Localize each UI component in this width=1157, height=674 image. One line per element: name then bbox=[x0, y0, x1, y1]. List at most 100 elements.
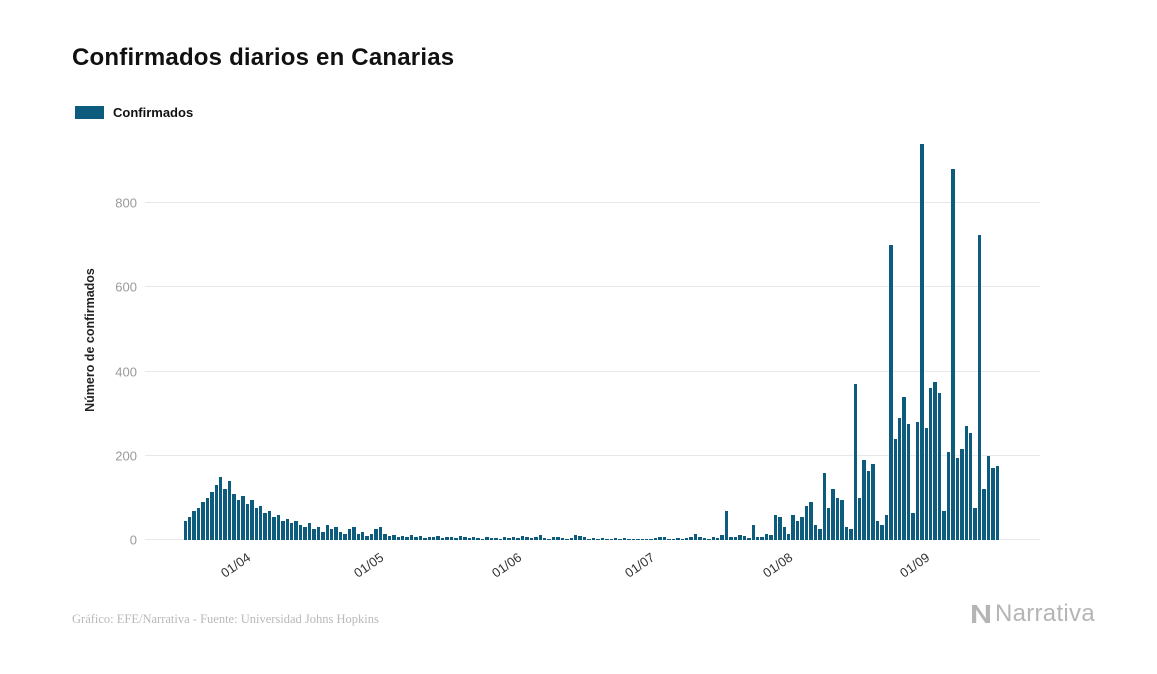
bar-chart: 0 200 400 600 800 01/04 01/05 01/06 01/07 01/08 0… bbox=[115, 140, 1040, 581]
bar bbox=[285, 518, 289, 540]
y-tick-label: 600 bbox=[115, 279, 137, 295]
bar bbox=[489, 538, 494, 540]
bar bbox=[658, 537, 662, 540]
bar bbox=[254, 508, 258, 540]
bar bbox=[219, 476, 223, 540]
bar bbox=[187, 516, 192, 540]
bar bbox=[316, 527, 321, 540]
bar bbox=[520, 535, 525, 540]
bar bbox=[587, 538, 591, 540]
bar bbox=[303, 527, 307, 540]
bar bbox=[760, 537, 764, 540]
bar bbox=[640, 538, 644, 540]
bar bbox=[192, 510, 196, 540]
bar bbox=[223, 489, 227, 540]
bar bbox=[383, 533, 387, 540]
bar bbox=[667, 538, 671, 540]
bar bbox=[347, 529, 352, 540]
bar bbox=[307, 523, 312, 540]
bar bbox=[991, 468, 995, 540]
bar bbox=[631, 538, 636, 540]
bar bbox=[835, 497, 840, 540]
bar bbox=[822, 472, 826, 540]
bar bbox=[804, 506, 809, 540]
bar bbox=[902, 396, 906, 540]
bar bbox=[711, 536, 715, 540]
bar bbox=[432, 537, 436, 540]
bars bbox=[183, 140, 1000, 540]
bar bbox=[946, 451, 951, 540]
narrativa-logo: Narrativa bbox=[969, 600, 1095, 628]
bar bbox=[676, 538, 680, 540]
bar bbox=[582, 537, 587, 540]
bar bbox=[671, 539, 676, 540]
bar bbox=[290, 523, 294, 540]
bar bbox=[782, 527, 786, 540]
bar bbox=[467, 538, 471, 540]
bar bbox=[258, 506, 263, 540]
bar bbox=[365, 535, 369, 540]
bar bbox=[250, 500, 254, 540]
bar bbox=[680, 538, 684, 540]
bar bbox=[809, 502, 813, 540]
bar bbox=[831, 489, 835, 540]
bar bbox=[232, 493, 236, 540]
legend: Confirmados bbox=[75, 105, 193, 120]
bar bbox=[538, 534, 542, 540]
bar bbox=[445, 537, 449, 540]
bar bbox=[542, 537, 547, 540]
bar bbox=[458, 535, 463, 540]
bar bbox=[813, 525, 818, 540]
bar bbox=[951, 169, 955, 540]
bar bbox=[471, 536, 476, 540]
bar bbox=[751, 525, 755, 540]
bar bbox=[862, 460, 866, 540]
legend-swatch bbox=[75, 106, 104, 119]
x-tick-label: 01/04 bbox=[217, 549, 254, 581]
x-tick-label: 01/08 bbox=[759, 549, 795, 581]
bar bbox=[578, 535, 582, 540]
bar bbox=[747, 537, 751, 540]
bar bbox=[551, 537, 556, 540]
bar bbox=[387, 535, 392, 540]
bar bbox=[400, 535, 405, 540]
bar bbox=[272, 516, 276, 540]
bar bbox=[773, 514, 778, 540]
bar bbox=[906, 424, 911, 540]
bar bbox=[689, 536, 693, 540]
bar bbox=[574, 534, 578, 540]
bar bbox=[485, 537, 489, 540]
x-ticks: 01/04 01/05 01/06 01/07 01/08 01/09 bbox=[183, 540, 1000, 590]
bar bbox=[787, 533, 791, 540]
bar bbox=[267, 510, 272, 540]
bar bbox=[609, 539, 613, 540]
bar bbox=[449, 536, 454, 540]
bar bbox=[840, 500, 844, 540]
bar bbox=[480, 538, 485, 540]
bar bbox=[702, 538, 707, 540]
bar bbox=[423, 537, 427, 540]
y-tick-label: 400 bbox=[115, 364, 137, 380]
bar bbox=[352, 527, 356, 540]
bar bbox=[973, 508, 977, 540]
bar bbox=[405, 537, 409, 540]
bar bbox=[436, 535, 440, 540]
bar bbox=[968, 432, 973, 540]
bar bbox=[893, 438, 897, 540]
bar bbox=[755, 536, 760, 540]
bar bbox=[693, 533, 698, 540]
bar bbox=[716, 537, 720, 540]
bar bbox=[986, 455, 991, 540]
bar bbox=[645, 538, 649, 540]
legend-label: Confirmados bbox=[113, 105, 194, 120]
bar bbox=[414, 536, 418, 540]
bar bbox=[733, 537, 738, 540]
bar bbox=[281, 521, 285, 540]
bar bbox=[263, 512, 267, 540]
bar bbox=[418, 535, 423, 540]
bar bbox=[826, 508, 831, 540]
x-tick-label: 01/06 bbox=[488, 549, 525, 581]
bar bbox=[858, 497, 862, 540]
bar bbox=[392, 534, 396, 540]
bar bbox=[338, 531, 343, 540]
